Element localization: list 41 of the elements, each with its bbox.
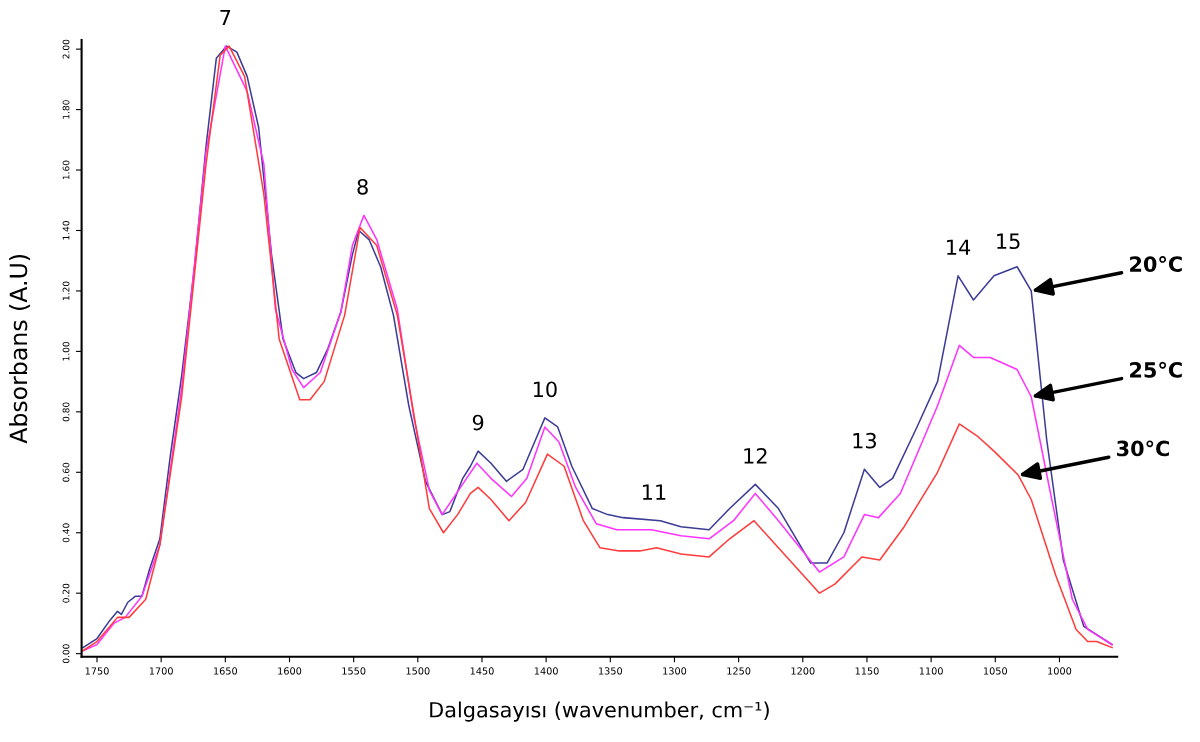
y-tick-label: 0.80 xyxy=(62,402,70,422)
x-tick-label: 1700 xyxy=(149,667,173,675)
annotation: 14 xyxy=(947,239,971,255)
y-axis-title: Absorbans (A.U) xyxy=(9,255,31,444)
annotation: 7 xyxy=(220,9,231,26)
y-tick-label: 1.80 xyxy=(62,100,70,119)
annotation: 10 xyxy=(533,381,557,398)
annotation: 13 xyxy=(853,432,876,449)
y-tick-label: 1.60 xyxy=(62,160,70,180)
x-tick-label: 1100 xyxy=(919,667,943,675)
x-tick-label: 1000 xyxy=(1048,667,1072,675)
y-tick-label: 0.00 xyxy=(62,644,70,664)
x-tick-label: 1250 xyxy=(727,667,751,675)
y-tick-label: 1.00 xyxy=(62,341,70,361)
x-tick-label: 1200 xyxy=(791,667,815,675)
x-axis-title: Dalgasayısı (wavenumber, cm⁻¹) xyxy=(430,701,769,722)
annotation: 15 xyxy=(997,233,1020,250)
y-tick-label: 0.40 xyxy=(62,523,70,543)
x-tick-label: 1300 xyxy=(663,667,687,675)
y-tick-label: 0.60 xyxy=(62,462,70,482)
annotation: 25°C xyxy=(1130,361,1182,378)
x-tick-label: 1500 xyxy=(406,667,430,675)
annotation: 12 xyxy=(744,447,767,464)
x-tick-label: 1400 xyxy=(534,667,558,675)
y-tick-label: 2.00 xyxy=(62,39,70,59)
annotation: 8 xyxy=(357,178,368,195)
y-tick-label: 1.40 xyxy=(62,221,70,240)
x-tick-label: 1600 xyxy=(278,667,302,675)
x-tick-label: 1650 xyxy=(214,667,238,675)
x-tick-label: 1750 xyxy=(85,667,109,675)
x-tick-label: 1350 xyxy=(599,667,623,675)
x-tick-label: 1550 xyxy=(342,667,366,675)
annotation: 30°C xyxy=(1117,440,1169,457)
x-tick-label: 1450 xyxy=(470,667,494,675)
annotation: 11 xyxy=(642,484,666,500)
y-tick-label: 1.20 xyxy=(62,281,70,300)
annotation: 9 xyxy=(472,414,484,431)
x-tick-label: 1150 xyxy=(855,667,879,675)
x-tick-label: 1050 xyxy=(983,667,1008,675)
y-tick-label: 0.20 xyxy=(62,583,70,603)
annotation: 20°C xyxy=(1130,256,1182,272)
